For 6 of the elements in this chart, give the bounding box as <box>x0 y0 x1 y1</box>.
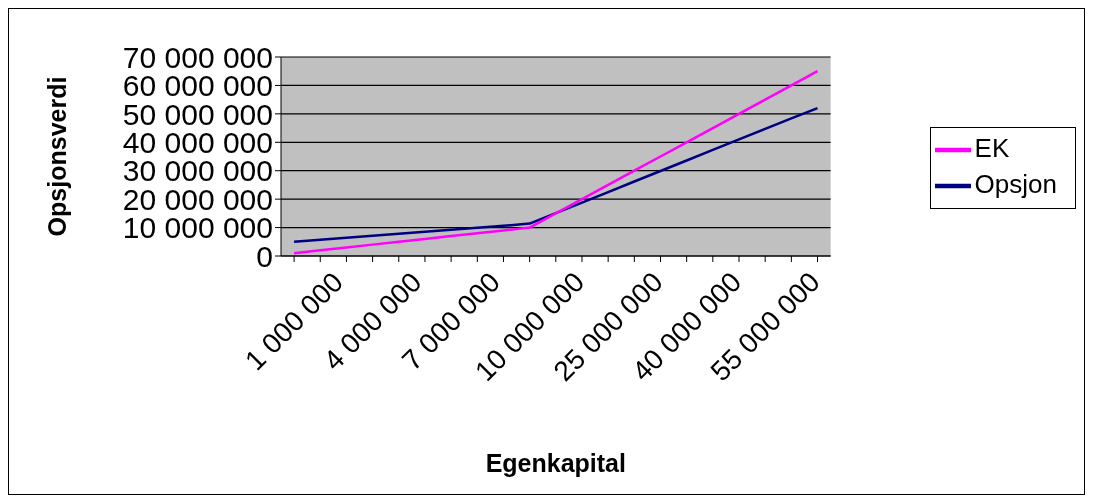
line-series <box>292 106 819 244</box>
y-axis-title: Opsjonsverdi <box>42 76 71 237</box>
legend-label: EK <box>974 132 1010 163</box>
line-series <box>292 69 819 255</box>
legend-label: Opsjon <box>974 168 1057 199</box>
x-axis-title: Egenkapital <box>485 449 626 477</box>
